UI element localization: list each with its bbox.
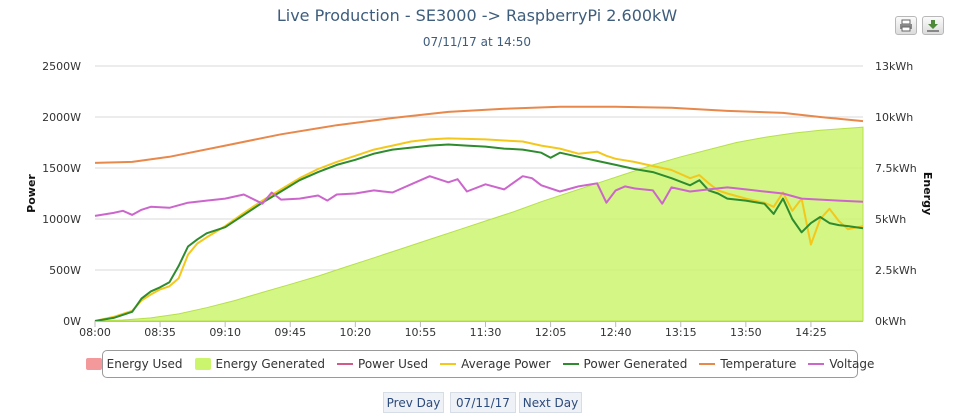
legend-label: Average Power — [461, 357, 551, 371]
prev-day-button[interactable]: Prev Day — [383, 392, 444, 413]
legend-item-energy-used[interactable]: Energy Used — [85, 357, 183, 371]
right-axis-title: Energy — [921, 172, 934, 215]
series-area-energy-generated — [94, 126, 864, 322]
series-line-average-power — [94, 137, 864, 322]
x-axis-tick-label: 13:15 — [665, 326, 697, 339]
left-axis-tick-label: 1500W — [42, 162, 81, 175]
print-button[interactable] — [895, 16, 917, 35]
x-axis-tick-label: 12:40 — [600, 326, 632, 339]
legend-item-average-power[interactable]: Average Power — [440, 357, 551, 371]
x-axis-tick-label: 13:50 — [730, 326, 762, 339]
x-axis-tick-label: 09:45 — [274, 326, 306, 339]
chart-canvas: 0W 500W 1000W 1500W 2000W 2500W 0kWh 2.5kWh 5kWh… — [25, 60, 934, 339]
x-axis-tick-label: 10:55 — [405, 326, 437, 339]
legend-swatch — [440, 363, 457, 365]
x-axis-tick-label: 10:20 — [339, 326, 371, 339]
legend-swatch — [194, 358, 211, 370]
x-axis-tick-label: 09:10 — [209, 326, 241, 339]
right-axis-tick-label: 5kWh — [875, 213, 906, 226]
legend-label: Power Generated — [583, 357, 688, 371]
right-axis-tick-label: 10kWh — [875, 111, 913, 124]
right-axis-tick-label: 13kWh — [875, 60, 913, 73]
x-axis-tick-label: 11:30 — [470, 326, 502, 339]
right-axis-tick-label: 0kWh — [875, 315, 906, 328]
legend-item-voltage[interactable]: Voltage — [808, 357, 874, 371]
legend-item-power-generated[interactable]: Power Generated — [562, 357, 688, 371]
axes: 0W 500W 1000W 1500W 2000W 2500W 0kWh 2.5kWh 5kWh… — [25, 60, 934, 339]
legend-label: Voltage — [829, 357, 875, 371]
x-axis-tick-label: 08:00 — [79, 326, 111, 339]
legend-swatch — [337, 363, 354, 365]
left-axis-tick-label: 500W — [49, 264, 81, 277]
left-axis-tick-label: 2000W — [42, 111, 81, 124]
left-axis-tick-label: 1000W — [42, 213, 81, 226]
series-line-power-generated — [94, 143, 864, 322]
right-axis-tick-label: 7.5kWh — [875, 162, 917, 175]
legend-label: Energy Generated — [215, 357, 326, 371]
download-icon — [927, 20, 939, 32]
legend-swatch — [85, 358, 102, 370]
legend-item-energy-generated[interactable]: Energy Generated — [194, 357, 326, 371]
x-axis-tick-label: 14:25 — [795, 326, 827, 339]
area-series — [94, 126, 864, 322]
line-series — [94, 105, 864, 322]
series-line-voltage — [94, 175, 864, 217]
chart-title: Live Production - SE3000 -> RaspberryPi … — [276, 6, 678, 25]
legend-label: Energy Used — [106, 357, 183, 371]
printer-icon — [900, 19, 912, 32]
legend-label: Power Used — [358, 357, 429, 371]
legend-swatch — [808, 363, 825, 365]
x-axis-tick-label: 08:35 — [144, 326, 176, 339]
right-axis-tick-label: 2.5kWh — [875, 264, 917, 277]
left-axis-tick-label: 2500W — [42, 60, 81, 73]
x-axis-tick-label: 12:05 — [535, 326, 567, 339]
left-axis-title: Power — [25, 174, 38, 213]
legend-item-temperature[interactable]: Temperature — [699, 357, 796, 371]
left-axis-tick-label: 0W — [63, 315, 81, 328]
legend-item-power-used[interactable]: Power Used — [337, 357, 428, 371]
chart-subtitle: 07/11/17 at 14:50 — [422, 35, 532, 49]
next-day-button[interactable]: Next Day — [519, 392, 582, 413]
series-line-temperature — [94, 105, 864, 164]
legend-swatch — [699, 363, 716, 365]
legend-swatch — [562, 363, 579, 365]
export-button[interactable] — [922, 16, 944, 35]
legend: Energy Used Energy Generated Power Used … — [85, 350, 874, 378]
date-picker-button[interactable]: 07/11/17 — [450, 392, 516, 413]
legend-label: Temperature — [720, 357, 797, 371]
